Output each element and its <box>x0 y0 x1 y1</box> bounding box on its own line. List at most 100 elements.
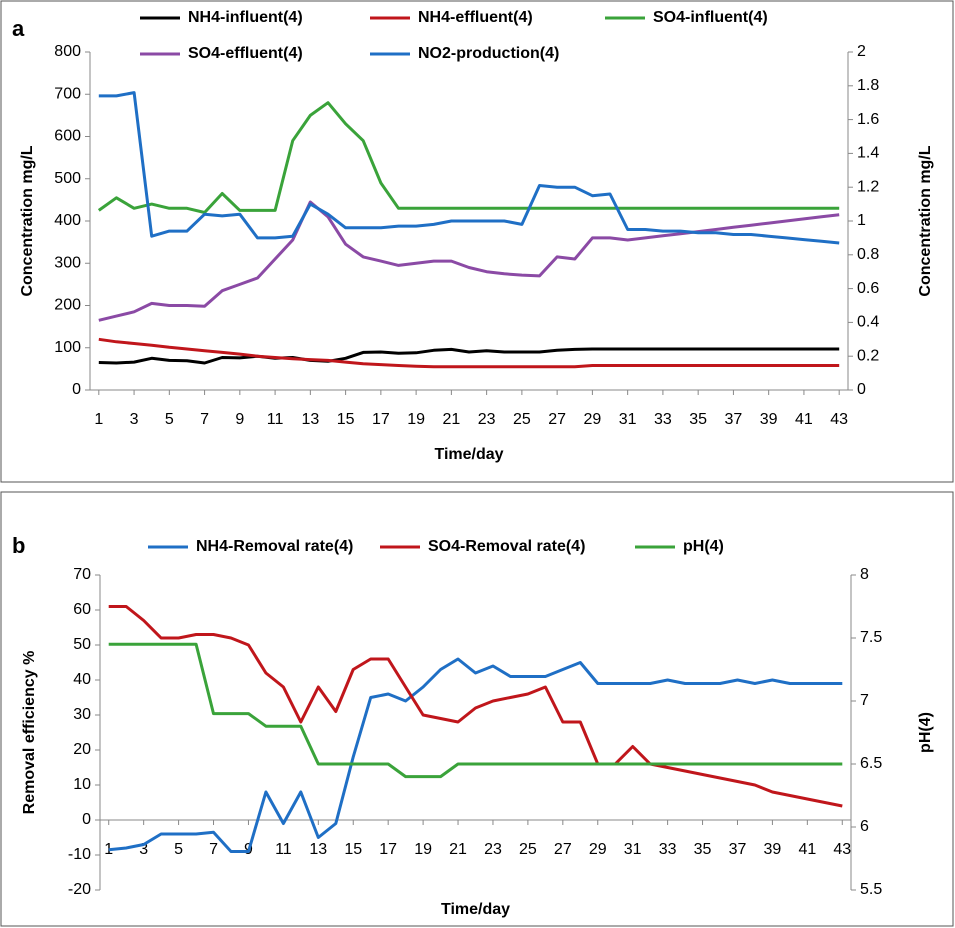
y-tick-label: 10 <box>73 776 91 793</box>
x-tick-label: 17 <box>372 411 390 428</box>
x-tick-label: 35 <box>694 841 712 858</box>
x-tick-label: 43 <box>833 841 851 858</box>
x-axis-title: Time/day <box>441 901 510 918</box>
series-line <box>98 347 840 365</box>
x-tick-label: 7 <box>200 411 209 428</box>
y2-tick-label: 7 <box>860 692 869 709</box>
y-axis-title: Concentration mg/L <box>19 145 36 296</box>
x-tick-label: 13 <box>301 411 319 428</box>
x-tick-label: 25 <box>513 411 531 428</box>
x-tick-label: 33 <box>659 841 677 858</box>
x-tick-label: 31 <box>624 841 642 858</box>
x-tick-label: 13 <box>309 841 327 858</box>
x-axis-title: Time/day <box>434 446 503 463</box>
x-tick-label: 27 <box>554 841 572 858</box>
y2-tick-label: 1.6 <box>857 111 879 128</box>
y-tick-label: 200 <box>54 297 81 314</box>
series-line <box>108 657 843 853</box>
x-tick-label: 19 <box>414 841 432 858</box>
x-tick-label: 37 <box>725 411 743 428</box>
y2-tick-label: 1 <box>857 212 866 229</box>
legend-label: SO4-influent(4) <box>653 9 768 26</box>
x-tick-label: 25 <box>519 841 537 858</box>
x-tick-label: 39 <box>760 411 778 428</box>
y2-tick-label: 5.5 <box>860 881 882 898</box>
x-tick-label: 29 <box>589 841 607 858</box>
x-tick-label: 21 <box>449 841 467 858</box>
legend-label: NH4-effluent(4) <box>418 9 533 26</box>
y2-tick-label: 7.5 <box>860 629 882 646</box>
y-tick-label: 600 <box>54 128 81 145</box>
x-tick-label: 3 <box>139 841 148 858</box>
y2-tick-label: 0.8 <box>857 246 879 263</box>
legend-label: pH(4) <box>683 538 724 555</box>
y2-tick-label: 8 <box>860 566 869 583</box>
series-line <box>98 200 840 322</box>
y-tick-label: 800 <box>54 43 81 60</box>
y2-tick-label: 2 <box>857 43 866 60</box>
x-tick-label: 11 <box>275 841 292 858</box>
y-tick-label: -10 <box>68 846 91 863</box>
x-tick-label: 27 <box>548 411 566 428</box>
x-tick-label: 41 <box>795 411 813 428</box>
y-tick-label: 30 <box>73 706 91 723</box>
legend-label: NH4-Removal rate(4) <box>196 538 353 555</box>
panel-label: a <box>12 16 25 41</box>
y-tick-label: 40 <box>73 671 91 688</box>
y-tick-label: 100 <box>54 339 81 356</box>
legend-label: SO4-Removal rate(4) <box>428 538 585 555</box>
series-line <box>108 642 843 779</box>
series-line <box>98 337 840 369</box>
panel-label: b <box>12 533 25 558</box>
x-tick-label: 35 <box>689 411 707 428</box>
x-tick-label: 3 <box>130 411 139 428</box>
panel-frame <box>0 491 954 927</box>
y-tick-label: 50 <box>73 636 91 653</box>
y-tick-label: 700 <box>54 85 81 102</box>
y2-tick-label: 1.4 <box>857 145 879 162</box>
y-tick-label: 0 <box>82 811 91 828</box>
x-tick-label: 37 <box>729 841 747 858</box>
x-tick-label: 29 <box>583 411 601 428</box>
y2-tick-label: 6 <box>860 818 869 835</box>
y2-axis-title: pH(4) <box>917 712 934 753</box>
x-tick-label: 15 <box>344 841 362 858</box>
x-tick-label: 7 <box>209 841 218 858</box>
series-line <box>97 101 840 214</box>
x-tick-label: 21 <box>442 411 460 428</box>
x-tick-label: 5 <box>174 841 183 858</box>
x-tick-label: 11 <box>267 411 284 428</box>
y2-tick-label: 0.4 <box>857 314 879 331</box>
y2-tick-label: 0.2 <box>857 347 879 364</box>
legend-label: NH4-influent(4) <box>188 9 303 26</box>
x-tick-label: 43 <box>830 411 848 428</box>
y2-tick-label: 1.8 <box>857 77 879 94</box>
y-tick-label: 300 <box>54 254 81 271</box>
x-tick-label: 5 <box>165 411 174 428</box>
y2-axis-title: Concentration mg/L <box>917 145 934 296</box>
x-tick-label: 9 <box>235 411 244 428</box>
x-tick-label: 23 <box>484 841 502 858</box>
series-line <box>108 605 843 808</box>
y2-tick-label: 0 <box>857 381 866 398</box>
panel-frame <box>0 0 954 483</box>
x-tick-label: 19 <box>407 411 425 428</box>
y-tick-label: 400 <box>54 212 81 229</box>
y-tick-label: 20 <box>73 741 91 758</box>
x-tick-label: 31 <box>619 411 637 428</box>
y-tick-label: 60 <box>73 601 91 618</box>
y-tick-label: 500 <box>54 170 81 187</box>
legend-label: NO2-production(4) <box>418 45 559 62</box>
x-tick-label: 33 <box>654 411 672 428</box>
series-line <box>98 91 840 245</box>
x-tick-label: 39 <box>764 841 782 858</box>
y-tick-label: 70 <box>73 566 91 583</box>
y-axis-title: Removal efficiency % <box>21 651 38 815</box>
y2-tick-label: 6.5 <box>860 755 882 772</box>
x-tick-label: 15 <box>337 411 355 428</box>
y2-tick-label: 0.6 <box>857 280 879 297</box>
y2-tick-label: 1.2 <box>857 178 879 195</box>
x-tick-label: 41 <box>798 841 816 858</box>
legend-label: SO4-effluent(4) <box>188 45 303 62</box>
